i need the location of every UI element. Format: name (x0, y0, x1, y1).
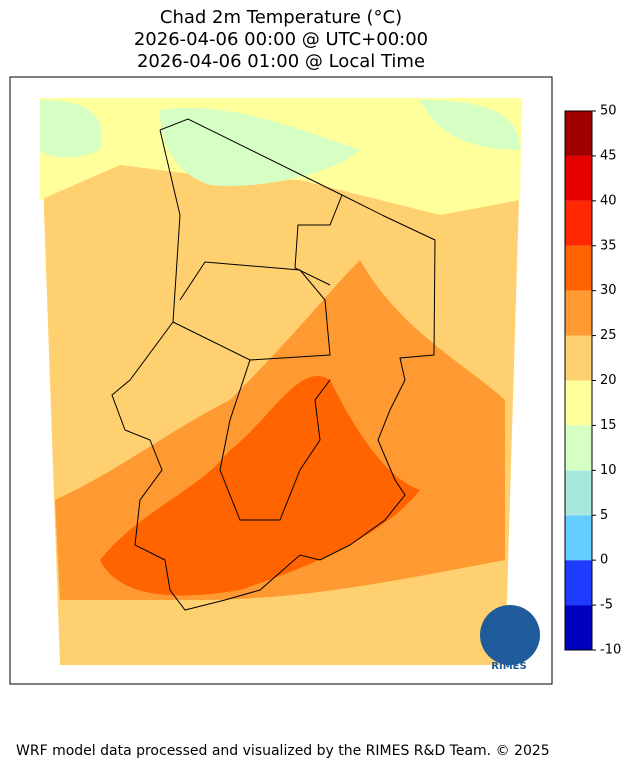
colorbar-band (565, 155, 592, 201)
colorbar-band (565, 245, 592, 291)
logo (480, 605, 540, 665)
colorbar-tick-label: 20 (600, 373, 617, 388)
colorbar: -10 -5 0 5 10 15 20 25 30 35 40 45 50 (564, 104, 621, 658)
region-border (219, 359, 331, 521)
colorbar-band (565, 380, 592, 426)
colorbar-band (565, 200, 592, 246)
colorbar-tick-label: -5 (600, 598, 613, 613)
title-line: 2026-04-06 01:00 @ Local Time (137, 51, 425, 72)
colorbar-band (565, 111, 592, 156)
country-border (111, 118, 436, 611)
field-green (160, 108, 360, 186)
colorbar-band (565, 290, 592, 336)
colorbar-tick-label: 45 (600, 148, 617, 163)
title-line: Chad 2m Temperature (°C) (160, 7, 402, 28)
colorbar-tick-label: 40 (600, 193, 617, 208)
colorbar-tick-label: -10 (600, 643, 621, 658)
colorbar-band (565, 335, 592, 381)
colorbar-tick-label: 10 (600, 463, 617, 478)
colorbar-band (565, 425, 592, 471)
field-hot (100, 376, 420, 596)
colorbar-band (565, 560, 592, 606)
footer: WRF model data processed and visualized … (16, 743, 550, 759)
field-green (40, 100, 102, 158)
colorbar-band (565, 605, 592, 650)
title-line: 2026-04-06 00:00 @ UTC+00:00 (134, 29, 428, 50)
colorbar-tick-label: 15 (600, 418, 617, 433)
logo-text: RIMES (491, 661, 526, 672)
region-border (294, 194, 343, 286)
colorbar-tick-label: 5 (600, 508, 608, 523)
colorbar-tick-label: 50 (600, 104, 617, 119)
colorbar-tick-label: 25 (600, 328, 617, 343)
colorbar-tick-label: 30 (600, 283, 617, 298)
colorbar-tick-label: 0 (600, 553, 608, 568)
field-green (420, 100, 520, 150)
colorbar-band (565, 515, 592, 561)
colorbar-band (565, 470, 592, 516)
map: RIMES (9, 76, 553, 685)
colorbar-tick-label: 35 (600, 238, 617, 253)
